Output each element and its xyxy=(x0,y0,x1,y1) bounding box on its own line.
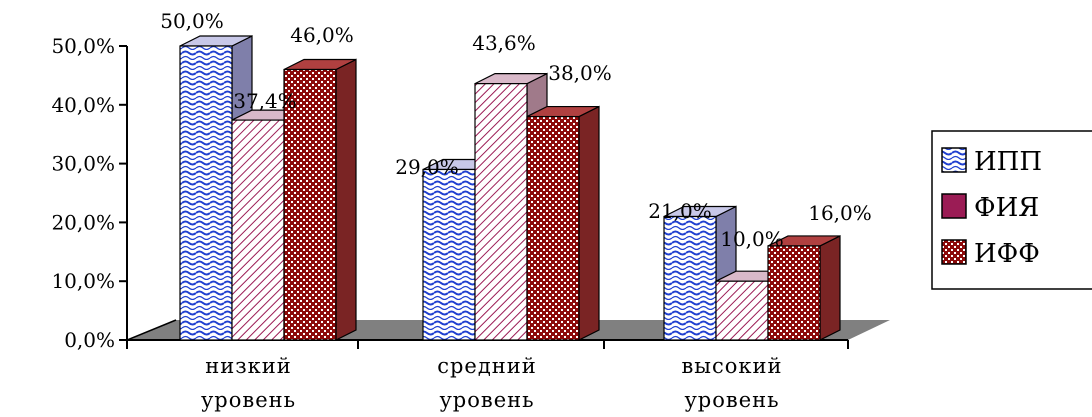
bar-front xyxy=(663,215,717,341)
x-category-label: высокий xyxy=(681,354,782,378)
x-category-label: уровень xyxy=(201,388,296,412)
data-label: 29,0% xyxy=(395,155,459,179)
bar-side xyxy=(819,234,841,341)
y-tick-label: 50,0% xyxy=(51,34,115,58)
data-label: 16,0% xyxy=(808,201,872,225)
legend-label: ИПП xyxy=(974,147,1042,177)
bar-side xyxy=(578,105,600,341)
data-label: 50,0% xyxy=(160,9,224,33)
y-tick-label: 10,0% xyxy=(51,269,115,293)
data-label: 46,0% xyxy=(290,23,354,47)
legend-label: ФИЯ xyxy=(974,193,1039,223)
bar xyxy=(767,234,841,341)
bar-side xyxy=(335,58,357,341)
x-category-label: уровень xyxy=(684,388,779,412)
y-tick-label: 30,0% xyxy=(51,152,115,176)
bar-front xyxy=(179,45,233,341)
bar-front xyxy=(283,68,337,341)
x-category-label: средний xyxy=(437,354,537,378)
y-tick-label: 40,0% xyxy=(51,93,115,117)
bar xyxy=(283,58,357,341)
legend-label: ИФФ xyxy=(974,239,1040,269)
x-category-label: низкий xyxy=(205,354,292,378)
bar xyxy=(663,205,737,341)
legend-swatch xyxy=(941,193,967,219)
floor-left-edge xyxy=(126,319,177,341)
data-label: 37,4% xyxy=(233,89,297,113)
data-label: 43,6% xyxy=(472,31,536,55)
data-label: 10,0% xyxy=(720,227,784,251)
legend-swatch xyxy=(941,239,967,265)
legend-swatch xyxy=(941,147,967,173)
bar-front xyxy=(474,83,528,341)
data-label: 21,0% xyxy=(648,199,712,223)
bar xyxy=(526,105,600,341)
bar-front xyxy=(422,168,476,341)
data-label: 38,0% xyxy=(548,61,612,85)
x-category-label: уровень xyxy=(439,388,534,412)
bar-front xyxy=(231,119,285,341)
bar-front xyxy=(715,280,769,341)
bar-front xyxy=(526,115,580,341)
y-tick-label: 0,0% xyxy=(64,328,115,352)
bar-front xyxy=(767,245,821,341)
y-tick-label: 20,0% xyxy=(51,210,115,234)
